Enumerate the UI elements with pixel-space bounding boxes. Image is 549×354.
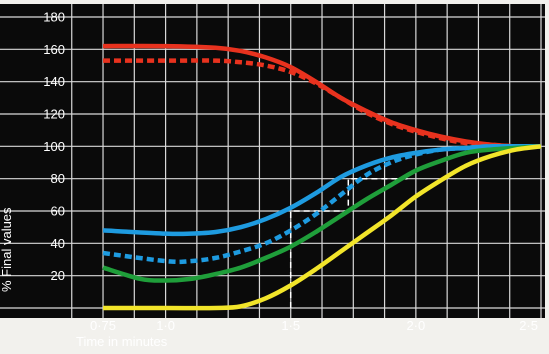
y-tick-label: 160 xyxy=(43,42,65,57)
y-tick-label: 140 xyxy=(43,74,65,89)
y-tick-labels: 20 40 60 80 100 120 140 160 180 xyxy=(43,10,65,284)
chart-background xyxy=(0,4,545,318)
y-axis-label: % Final values xyxy=(0,207,14,292)
y-tick-label: 100 xyxy=(43,139,65,154)
series-line-yellow-solid xyxy=(103,144,542,311)
series-line-blue-dashed xyxy=(102,143,542,265)
y-tick-label: 80 xyxy=(51,171,65,186)
x-tick-label: 1·0 xyxy=(156,318,175,333)
x-tick-label: 0·75 xyxy=(90,318,116,333)
y-tick-label: 60 xyxy=(51,204,65,219)
y-tick-label: 120 xyxy=(43,107,65,122)
x-tick-label: 2·5 xyxy=(519,318,538,333)
x-axis-label: Time in minutes xyxy=(76,334,168,349)
x-tick-label: 2·0 xyxy=(406,318,425,333)
series-line-green-solid xyxy=(102,144,542,283)
series-line-red-dashed xyxy=(103,58,542,149)
series-group xyxy=(102,43,542,311)
x-tick-label: 1·5 xyxy=(281,318,300,333)
y-tick-label: 180 xyxy=(43,10,65,25)
y-tick-label: 40 xyxy=(51,236,65,251)
y-tick-label: 20 xyxy=(51,268,65,283)
x-tick-labels: 0·75 1·0 1·5 2·0 2·5 xyxy=(90,318,538,333)
